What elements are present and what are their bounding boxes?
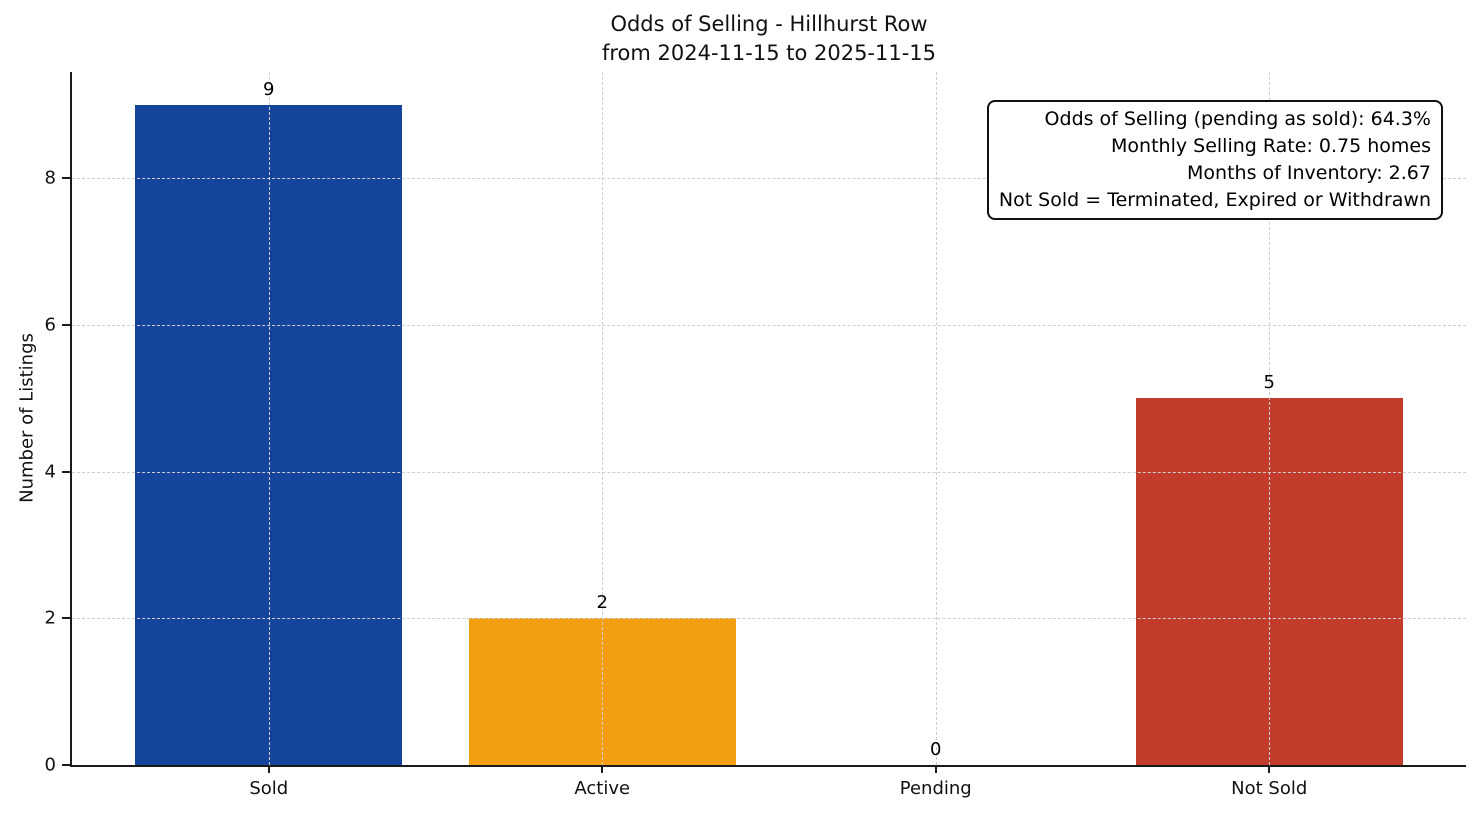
x-tick-label-sold: Sold	[249, 778, 289, 799]
annotation-box: Odds of Selling (pending as sold): 64.3%…	[986, 100, 1443, 220]
x-tick-label-pending: Pending	[899, 778, 972, 799]
gridline-vertical	[268, 72, 270, 765]
x-tick-label-not-sold: Not Sold	[1231, 778, 1308, 799]
x-tick-mark	[1268, 765, 1271, 773]
gridline-horizontal	[72, 325, 1466, 326]
x-tick-mark	[267, 765, 270, 773]
y-tick-mark	[62, 617, 70, 620]
y-tick-mark	[62, 764, 70, 766]
bar-value-label-active: 2	[596, 592, 608, 614]
chart-title-block: Odds of Selling - Hillhurst Row from 202…	[72, 10, 1466, 68]
y-tick-mark	[62, 324, 70, 326]
y-axis-label: Number of Listings	[16, 333, 38, 503]
gridline-horizontal	[72, 178, 1466, 180]
bar-value-label-pending: 0	[930, 739, 942, 760]
bar-active	[468, 618, 736, 765]
x-tick-mark	[934, 765, 937, 773]
chart-subtitle: from 2024-11-15 to 2025-11-15	[601, 41, 937, 65]
chart-title: Odds of Selling - Hillhurst Row	[610, 12, 928, 36]
annotation-line: Odds of Selling (pending as sold): 64.3%	[1044, 108, 1431, 130]
y-tick-label: 6	[44, 314, 56, 336]
y-tick-mark	[62, 470, 70, 473]
gridline-vertical	[602, 72, 604, 765]
gridline-vertical	[1269, 72, 1271, 765]
gridline-horizontal	[72, 618, 1466, 620]
y-axis-spine	[70, 72, 72, 765]
gridline-horizontal	[72, 471, 1466, 473]
annotation-line: Months of Inventory: 2.67	[1187, 162, 1431, 184]
y-tick-label: 2	[44, 607, 56, 629]
annotation-line: Not Sold = Terminated, Expired or Withdr…	[998, 189, 1431, 211]
bar-not-sold	[1135, 398, 1403, 765]
plot-area: Odds of Selling (pending as sold): 64.3%…	[45, 72, 1466, 799]
y-tick-label: 8	[44, 167, 56, 189]
gridline-vertical	[935, 72, 937, 765]
y-tick-label: 4	[44, 461, 56, 483]
x-axis-spine	[70, 765, 1466, 767]
annotation-line: Monthly Selling Rate: 0.75 homes	[1111, 135, 1431, 157]
y-tick-label: 0	[44, 754, 56, 776]
x-tick-mark	[601, 765, 604, 773]
bar-value-label-sold: 9	[263, 79, 275, 100]
bar-value-label-not-sold: 5	[1263, 372, 1275, 394]
y-tick-mark	[62, 177, 70, 180]
x-tick-label-active: Active	[574, 778, 631, 799]
